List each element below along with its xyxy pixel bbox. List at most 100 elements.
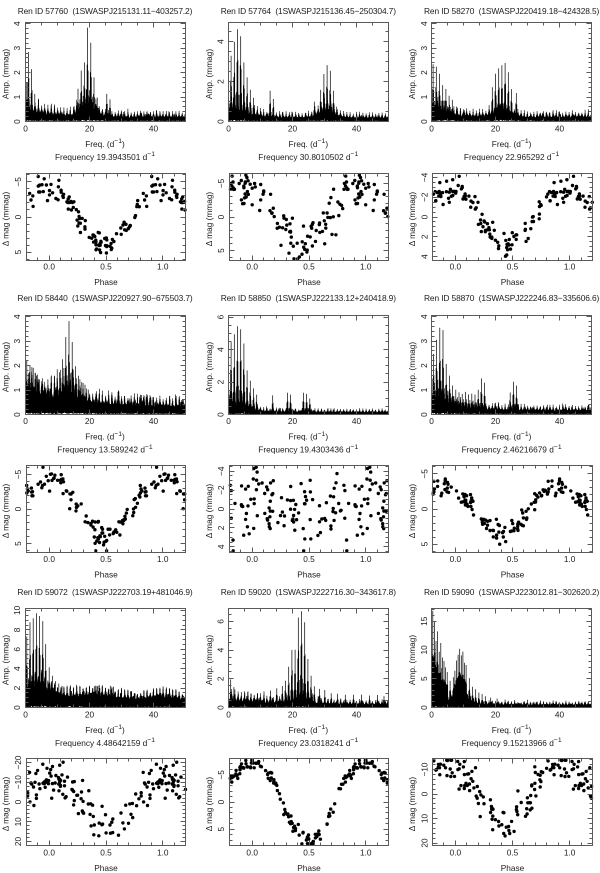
svg-text:1.0: 1.0 bbox=[157, 262, 169, 272]
svg-text:Amp. (mmag): Amp. (mmag) bbox=[1, 635, 11, 685]
svg-text:5: 5 bbox=[419, 676, 429, 681]
svg-text:1: 1 bbox=[12, 94, 22, 99]
svg-text:−10: −10 bbox=[13, 775, 23, 789]
svg-text:Phase: Phase bbox=[94, 863, 118, 873]
svg-text:4: 4 bbox=[419, 21, 429, 26]
svg-text:1.0: 1.0 bbox=[564, 847, 576, 857]
svg-text:4: 4 bbox=[216, 544, 226, 549]
svg-text:Freq. (d−1): Freq. (d−1) bbox=[492, 138, 532, 149]
svg-text:0: 0 bbox=[13, 506, 23, 511]
svg-text:Amp. (mmag): Amp. (mmag) bbox=[407, 635, 417, 685]
svg-text:0: 0 bbox=[23, 124, 28, 134]
svg-text:Freq. (d−1): Freq. (d−1) bbox=[289, 138, 329, 149]
svg-text:0: 0 bbox=[216, 705, 226, 710]
svg-text:Δ mag (mmag): Δ mag (mmag) bbox=[1, 484, 11, 539]
svg-text:Phase: Phase bbox=[501, 863, 525, 873]
svg-text:10: 10 bbox=[419, 814, 429, 824]
svg-text:Frequency 13.589242 d−1: Frequency 13.589242 d−1 bbox=[57, 444, 153, 455]
svg-text:0: 0 bbox=[429, 709, 434, 719]
svg-text:0: 0 bbox=[419, 214, 429, 219]
svg-text:0.0: 0.0 bbox=[450, 554, 462, 564]
svg-text:0: 0 bbox=[216, 799, 226, 804]
svg-text:1.0: 1.0 bbox=[564, 554, 576, 564]
svg-text:Ren ID 58440 (1SWASPJ220927.9: Ren ID 58440 (1SWASPJ220927.90−675503.7) bbox=[17, 293, 193, 303]
svg-text:5: 5 bbox=[419, 541, 429, 546]
svg-text:Δ mag (mmag): Δ mag (mmag) bbox=[204, 192, 214, 247]
svg-text:Phase: Phase bbox=[297, 863, 321, 873]
svg-text:0: 0 bbox=[12, 705, 22, 710]
svg-text:20: 20 bbox=[288, 709, 298, 719]
svg-text:−4: −4 bbox=[419, 172, 429, 182]
svg-text:0.0: 0.0 bbox=[450, 847, 462, 857]
svg-text:0.5: 0.5 bbox=[100, 847, 112, 857]
svg-text:−10: −10 bbox=[419, 762, 429, 776]
svg-text:0: 0 bbox=[13, 214, 23, 219]
svg-text:5: 5 bbox=[13, 541, 23, 546]
svg-text:2: 2 bbox=[419, 363, 429, 368]
svg-text:40: 40 bbox=[352, 709, 362, 719]
svg-text:8: 8 bbox=[12, 627, 22, 632]
svg-text:40: 40 bbox=[149, 709, 159, 719]
svg-text:1.0: 1.0 bbox=[360, 262, 372, 272]
svg-text:1: 1 bbox=[419, 387, 429, 392]
svg-text:−5: −5 bbox=[216, 178, 226, 188]
svg-text:40: 40 bbox=[352, 416, 362, 426]
svg-text:1.0: 1.0 bbox=[360, 554, 372, 564]
svg-text:4: 4 bbox=[12, 21, 22, 26]
svg-text:2: 2 bbox=[12, 70, 22, 75]
svg-text:20: 20 bbox=[13, 837, 23, 847]
svg-text:2: 2 bbox=[216, 379, 226, 384]
svg-text:20: 20 bbox=[288, 416, 298, 426]
svg-text:Freq. (d−1): Freq. (d−1) bbox=[85, 138, 125, 149]
svg-text:0.5: 0.5 bbox=[507, 554, 519, 564]
svg-text:0.0: 0.0 bbox=[246, 262, 258, 272]
svg-text:Freq. (d−1): Freq. (d−1) bbox=[289, 724, 329, 735]
svg-text:20: 20 bbox=[85, 124, 95, 134]
svg-text:0: 0 bbox=[419, 119, 429, 124]
svg-text:0: 0 bbox=[419, 506, 429, 511]
svg-text:2: 2 bbox=[216, 79, 226, 84]
svg-text:0: 0 bbox=[12, 119, 22, 124]
svg-text:0.5: 0.5 bbox=[303, 554, 315, 564]
svg-text:0.5: 0.5 bbox=[303, 262, 315, 272]
svg-text:Ren ID 59072 (1SWASPJ222703.1: Ren ID 59072 (1SWASPJ222703.19+481046.9) bbox=[17, 587, 193, 597]
svg-text:0: 0 bbox=[12, 412, 22, 417]
svg-text:0: 0 bbox=[429, 416, 434, 426]
svg-text:Frequency 4.48642159 d−1: Frequency 4.48642159 d−1 bbox=[55, 737, 155, 748]
svg-text:0.0: 0.0 bbox=[43, 262, 55, 272]
svg-text:40: 40 bbox=[352, 124, 362, 134]
svg-text:Amp. (mmag): Amp. (mmag) bbox=[407, 342, 417, 392]
svg-text:3: 3 bbox=[419, 46, 429, 51]
svg-text:Ren ID 58270 (1SWASPJ220419.1: Ren ID 58270 (1SWASPJ220419.18−424328.5) bbox=[424, 6, 600, 16]
svg-text:5: 5 bbox=[13, 249, 23, 254]
svg-text:1: 1 bbox=[419, 94, 429, 99]
svg-text:0: 0 bbox=[226, 709, 231, 719]
svg-text:Freq. (d−1): Freq. (d−1) bbox=[85, 431, 125, 442]
svg-text:0: 0 bbox=[419, 705, 429, 710]
svg-text:0: 0 bbox=[216, 214, 226, 219]
svg-text:Ren ID 57760 (1SWASPJ215131.1: Ren ID 57760 (1SWASPJ215131.11−403257.2) bbox=[18, 6, 193, 16]
svg-text:Phase: Phase bbox=[94, 277, 118, 287]
svg-text:Ren ID 59090 (1SWASPJ223012.8: Ren ID 59090 (1SWASPJ223012.81−302620.2) bbox=[424, 587, 600, 597]
svg-text:5: 5 bbox=[216, 248, 226, 253]
svg-text:−5: −5 bbox=[419, 469, 429, 479]
svg-text:0: 0 bbox=[216, 412, 226, 417]
svg-text:0.5: 0.5 bbox=[507, 847, 519, 857]
svg-text:Amp. (mmag): Amp. (mmag) bbox=[1, 49, 11, 99]
svg-text:6: 6 bbox=[216, 314, 226, 319]
svg-text:40: 40 bbox=[149, 416, 159, 426]
svg-text:Frequency 2.46216679 d−1: Frequency 2.46216679 d−1 bbox=[462, 444, 562, 455]
svg-text:3: 3 bbox=[12, 339, 22, 344]
svg-text:0: 0 bbox=[23, 709, 28, 719]
svg-text:0: 0 bbox=[23, 416, 28, 426]
svg-text:1.0: 1.0 bbox=[157, 554, 169, 564]
svg-text:0: 0 bbox=[419, 791, 429, 796]
svg-text:Frequency 23.0318241 d−1: Frequency 23.0318241 d−1 bbox=[258, 737, 358, 748]
svg-text:0.0: 0.0 bbox=[246, 847, 258, 857]
svg-text:10: 10 bbox=[13, 817, 23, 827]
svg-text:Frequency 19.3943501 d−1: Frequency 19.3943501 d−1 bbox=[55, 151, 155, 162]
svg-text:2: 2 bbox=[216, 525, 226, 530]
svg-text:0.0: 0.0 bbox=[43, 554, 55, 564]
svg-text:Phase: Phase bbox=[297, 570, 321, 580]
svg-text:Δ mag (mmag): Δ mag (mmag) bbox=[1, 777, 11, 832]
